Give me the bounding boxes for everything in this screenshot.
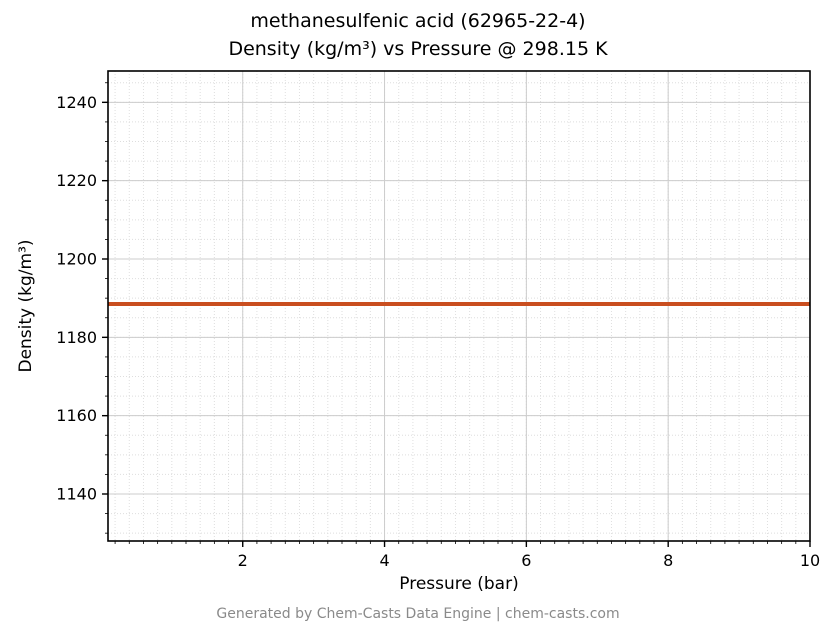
- chart-title-line1: methanesulfenic acid (62965-22-4): [250, 10, 586, 32]
- x-axis-label: Pressure (bar): [399, 574, 519, 594]
- chart-title-line2: Density (kg/m³) vs Pressure @ 298.15 K: [228, 38, 608, 60]
- svg-text:10: 10: [800, 551, 820, 570]
- svg-text:4: 4: [379, 551, 389, 570]
- svg-text:1140: 1140: [56, 485, 97, 504]
- svg-text:1200: 1200: [56, 250, 97, 269]
- svg-text:8: 8: [663, 551, 673, 570]
- footer-credit: Generated by Chem-Casts Data Engine | ch…: [216, 606, 620, 622]
- svg-text:1180: 1180: [56, 328, 97, 347]
- svg-text:1160: 1160: [56, 406, 97, 425]
- svg-text:6: 6: [521, 551, 531, 570]
- svg-text:2: 2: [238, 551, 248, 570]
- svg-text:1220: 1220: [56, 171, 97, 190]
- svg-text:1240: 1240: [56, 93, 97, 112]
- y-axis-label: Density (kg/m³): [16, 239, 36, 373]
